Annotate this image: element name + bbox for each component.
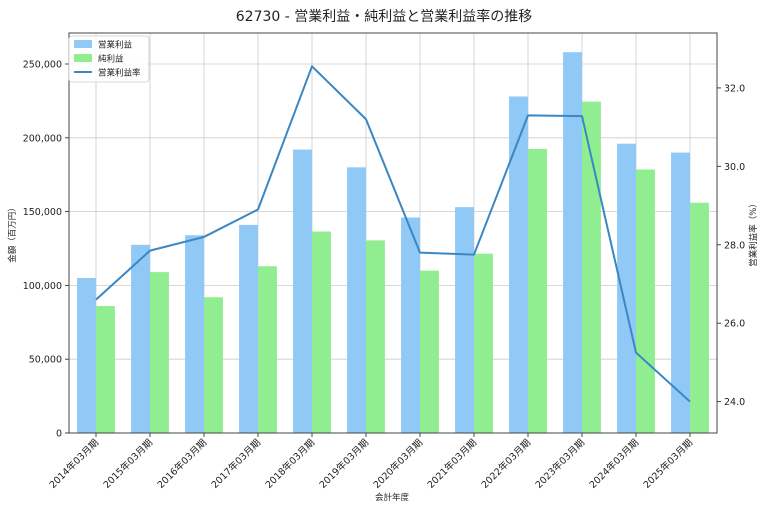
y-tick-label: 250,000 xyxy=(23,59,62,70)
bar-operating-profit xyxy=(455,207,474,433)
x-tick-label: 2022年03月期 xyxy=(479,437,533,491)
x-tick-label: 2016年03月期 xyxy=(155,437,209,491)
axes-layer xyxy=(68,32,718,434)
bar-operating-profit xyxy=(347,167,366,434)
x-tick-label: 2014年03月期 xyxy=(47,437,101,491)
bar-net-profit xyxy=(690,202,709,433)
bar-net-profit xyxy=(150,272,169,433)
bar-operating-profit xyxy=(293,149,312,433)
legend-swatch-operating-profit xyxy=(74,40,92,48)
bar-net-profit xyxy=(582,101,601,433)
bar-net-profit xyxy=(420,270,439,433)
y-tick-label: 100,000 xyxy=(23,281,62,292)
bar-operating-profit xyxy=(671,152,690,433)
y-tick-label: 0 xyxy=(56,429,62,440)
bar-net-profit xyxy=(258,266,277,433)
x-tick-label: 2020年03月期 xyxy=(371,437,425,491)
legend: 営業利益 純利益 営業利益率 xyxy=(68,35,150,83)
y2-tick-label: 32.0 xyxy=(724,83,745,94)
y-tick-label: 200,000 xyxy=(23,133,62,144)
y2-tick-label: 24.0 xyxy=(724,397,745,408)
y-axis-label: 金額（百万円） xyxy=(7,203,18,263)
legend-label-operating-profit: 営業利益 xyxy=(98,40,133,51)
x-tick-label: 2024年03月期 xyxy=(587,437,641,491)
x-axis-label: 会計年度 xyxy=(375,492,410,503)
y-tick-label: 150,000 xyxy=(23,207,62,218)
legend-label-net-profit: 純利益 xyxy=(98,54,124,65)
bars-layer xyxy=(77,52,709,434)
x-tick-label: 2023年03月期 xyxy=(533,437,587,491)
bar-net-profit xyxy=(312,231,331,433)
bar-net-profit xyxy=(366,240,385,433)
bar-net-profit xyxy=(528,148,547,433)
bar-operating-profit xyxy=(185,235,204,433)
y-tick-label: 50,000 xyxy=(29,355,62,366)
x-tick-label: 2019年03月期 xyxy=(317,437,371,491)
bar-operating-profit xyxy=(617,143,636,433)
line-layer xyxy=(95,65,691,403)
legend-label-operating-margin: 営業利益率 xyxy=(98,68,141,79)
bar-operating-profit xyxy=(77,278,96,433)
x-tick-label: 2015年03月期 xyxy=(101,437,155,491)
x-tick-label: 2025年03月期 xyxy=(641,437,695,491)
legend-swatch-net-profit xyxy=(74,54,92,62)
x-tick-label: 2021年03月期 xyxy=(425,437,479,491)
bar-operating-profit xyxy=(131,244,150,433)
bar-net-profit xyxy=(474,253,493,433)
y2-tick-label: 30.0 xyxy=(724,162,745,173)
x-tick-label: 2017年03月期 xyxy=(209,437,263,491)
x-tick-label: 2018年03月期 xyxy=(263,437,317,491)
bar-net-profit xyxy=(204,297,223,433)
bar-operating-profit xyxy=(563,52,582,433)
plot-frame xyxy=(68,32,718,434)
bar-operating-profit xyxy=(401,217,420,433)
y2-tick-label: 26.0 xyxy=(724,319,745,330)
line-operating-margin xyxy=(95,65,691,403)
bar-operating-profit xyxy=(239,224,258,433)
y2-axis-label: 営業利益率（%） xyxy=(748,199,759,267)
chart-title: 62730 - 営業利益・純利益と営業利益率の推移 xyxy=(236,8,533,25)
bar-net-profit xyxy=(96,306,115,433)
bar-operating-profit xyxy=(509,96,528,434)
y2-tick-label: 28.0 xyxy=(724,240,745,251)
bar-net-profit xyxy=(636,169,655,433)
